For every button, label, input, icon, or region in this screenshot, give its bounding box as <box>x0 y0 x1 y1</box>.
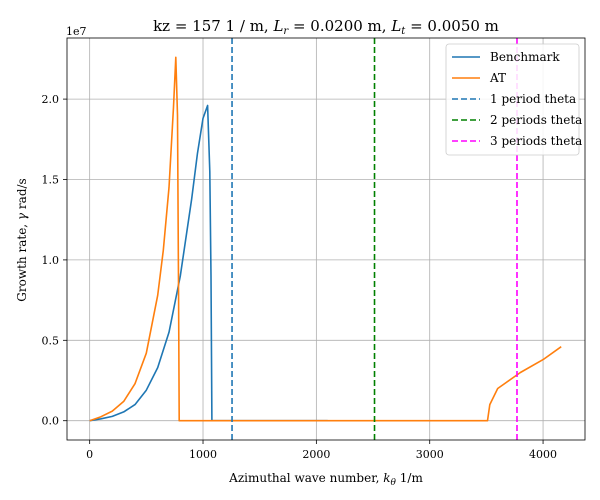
ticks: 0 1000 2000 3000 4000 0.0 0.5 1.0 1.5 2.0 <box>42 93 558 461</box>
y-scale-label: 1e7 <box>66 25 87 38</box>
legend: Benchmark AT 1 period theta 2 periods theta… <box>445 43 582 156</box>
x-tick-label: 4000 <box>529 448 557 461</box>
series-line-benchmark <box>89 104 328 422</box>
x-tick-label: 3000 <box>416 448 444 461</box>
legend-label: AT <box>489 71 506 85</box>
y-axis-label: Growth rate, γ rad/s <box>15 178 29 301</box>
x-tick-label: 2000 <box>302 448 330 461</box>
legend-box <box>445 43 580 156</box>
y-tick-label: 1.5 <box>42 174 60 187</box>
legend-label: Benchmark <box>490 50 560 64</box>
y-tick-label: 0.0 <box>42 415 60 428</box>
y-tick-label: 0.5 <box>42 334 60 347</box>
y-tick-label: 2.0 <box>42 93 60 106</box>
x-tick-label: 1000 <box>189 448 217 461</box>
y-tick-label: 1.0 <box>42 254 60 267</box>
plot-frame <box>66 37 586 441</box>
chart-title: kz = 157 1 / m, Lr = 0.0200 m, Lt = 0.00… <box>153 17 499 37</box>
x-tick-label: 0 <box>86 448 93 461</box>
legend-label: 3 periods theta <box>490 134 582 148</box>
legend-label: 1 period theta <box>490 92 576 106</box>
series-layer <box>89 38 562 440</box>
series-line-at <box>89 56 562 422</box>
x-axis-label: Azimuthal wave number, kθ 1/m <box>228 471 423 488</box>
legend-label: 2 periods theta <box>490 113 582 127</box>
